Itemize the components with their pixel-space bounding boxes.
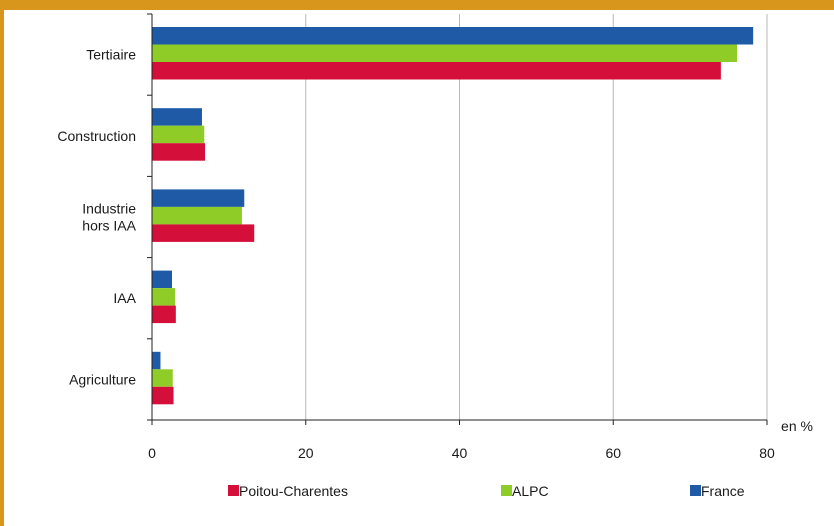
bar-poitou-charentes-tertiaire: [152, 62, 721, 80]
bar-alpc-iaa: [152, 288, 176, 306]
category-label-construction: Construction: [57, 128, 136, 144]
bar-poitou-charentes-industrie-hors-iaa: [152, 224, 255, 242]
category-label-tertiaire: Tertiaire: [86, 47, 136, 63]
frame-top-band: [0, 0, 834, 10]
bar-poitou-charentes-agriculture: [152, 386, 174, 405]
category-label-line: IAA: [113, 290, 136, 306]
x-tick-label-60: 60: [605, 445, 621, 461]
bar-alpc-construction: [152, 125, 205, 144]
x-tick-label-40: 40: [452, 445, 468, 461]
bar-poitou-charentes-iaa: [152, 305, 176, 324]
legend-swatch-alpc: [501, 485, 512, 496]
x-tick-label-0: 0: [148, 445, 156, 461]
legend-label-france: France: [701, 483, 745, 499]
bar-france-industrie-hors-iaa: [152, 189, 245, 207]
bar-alpc-industrie-hors-iaa: [152, 206, 242, 225]
category-label-line: Industrie: [82, 201, 136, 217]
bar-alpc-tertiaire: [152, 44, 738, 62]
category-label-iaa: IAA: [113, 290, 136, 306]
x-tick-label-20: 20: [298, 445, 314, 461]
category-label-line: Construction: [57, 128, 136, 144]
category-label-agriculture: Agriculture: [69, 371, 136, 387]
legend-label-poitou-charentes: Poitou-Charentes: [239, 483, 348, 499]
category-label-line: Tertiaire: [86, 47, 136, 63]
x-tick-label-80: 80: [759, 445, 775, 461]
category-label-line: Agriculture: [69, 371, 136, 387]
bar-france-agriculture: [152, 351, 161, 370]
bar-france-construction: [152, 108, 202, 126]
bar-alpc-agriculture: [152, 369, 173, 387]
bar-france-tertiaire: [152, 27, 754, 45]
unit-label: en %: [781, 418, 813, 434]
legend-swatch-poitou-charentes: [228, 485, 239, 496]
category-label-industrie-hors-iaa: Industrie hors IAA: [82, 201, 136, 234]
legend-swatch-france: [690, 485, 701, 496]
bar-poitou-charentes-construction: [152, 143, 206, 161]
legend-label-alpc: ALPC: [512, 483, 549, 499]
bar-france-iaa: [152, 270, 172, 289]
frame-left-band: [0, 0, 4, 526]
category-label-line: hors IAA: [82, 218, 136, 234]
